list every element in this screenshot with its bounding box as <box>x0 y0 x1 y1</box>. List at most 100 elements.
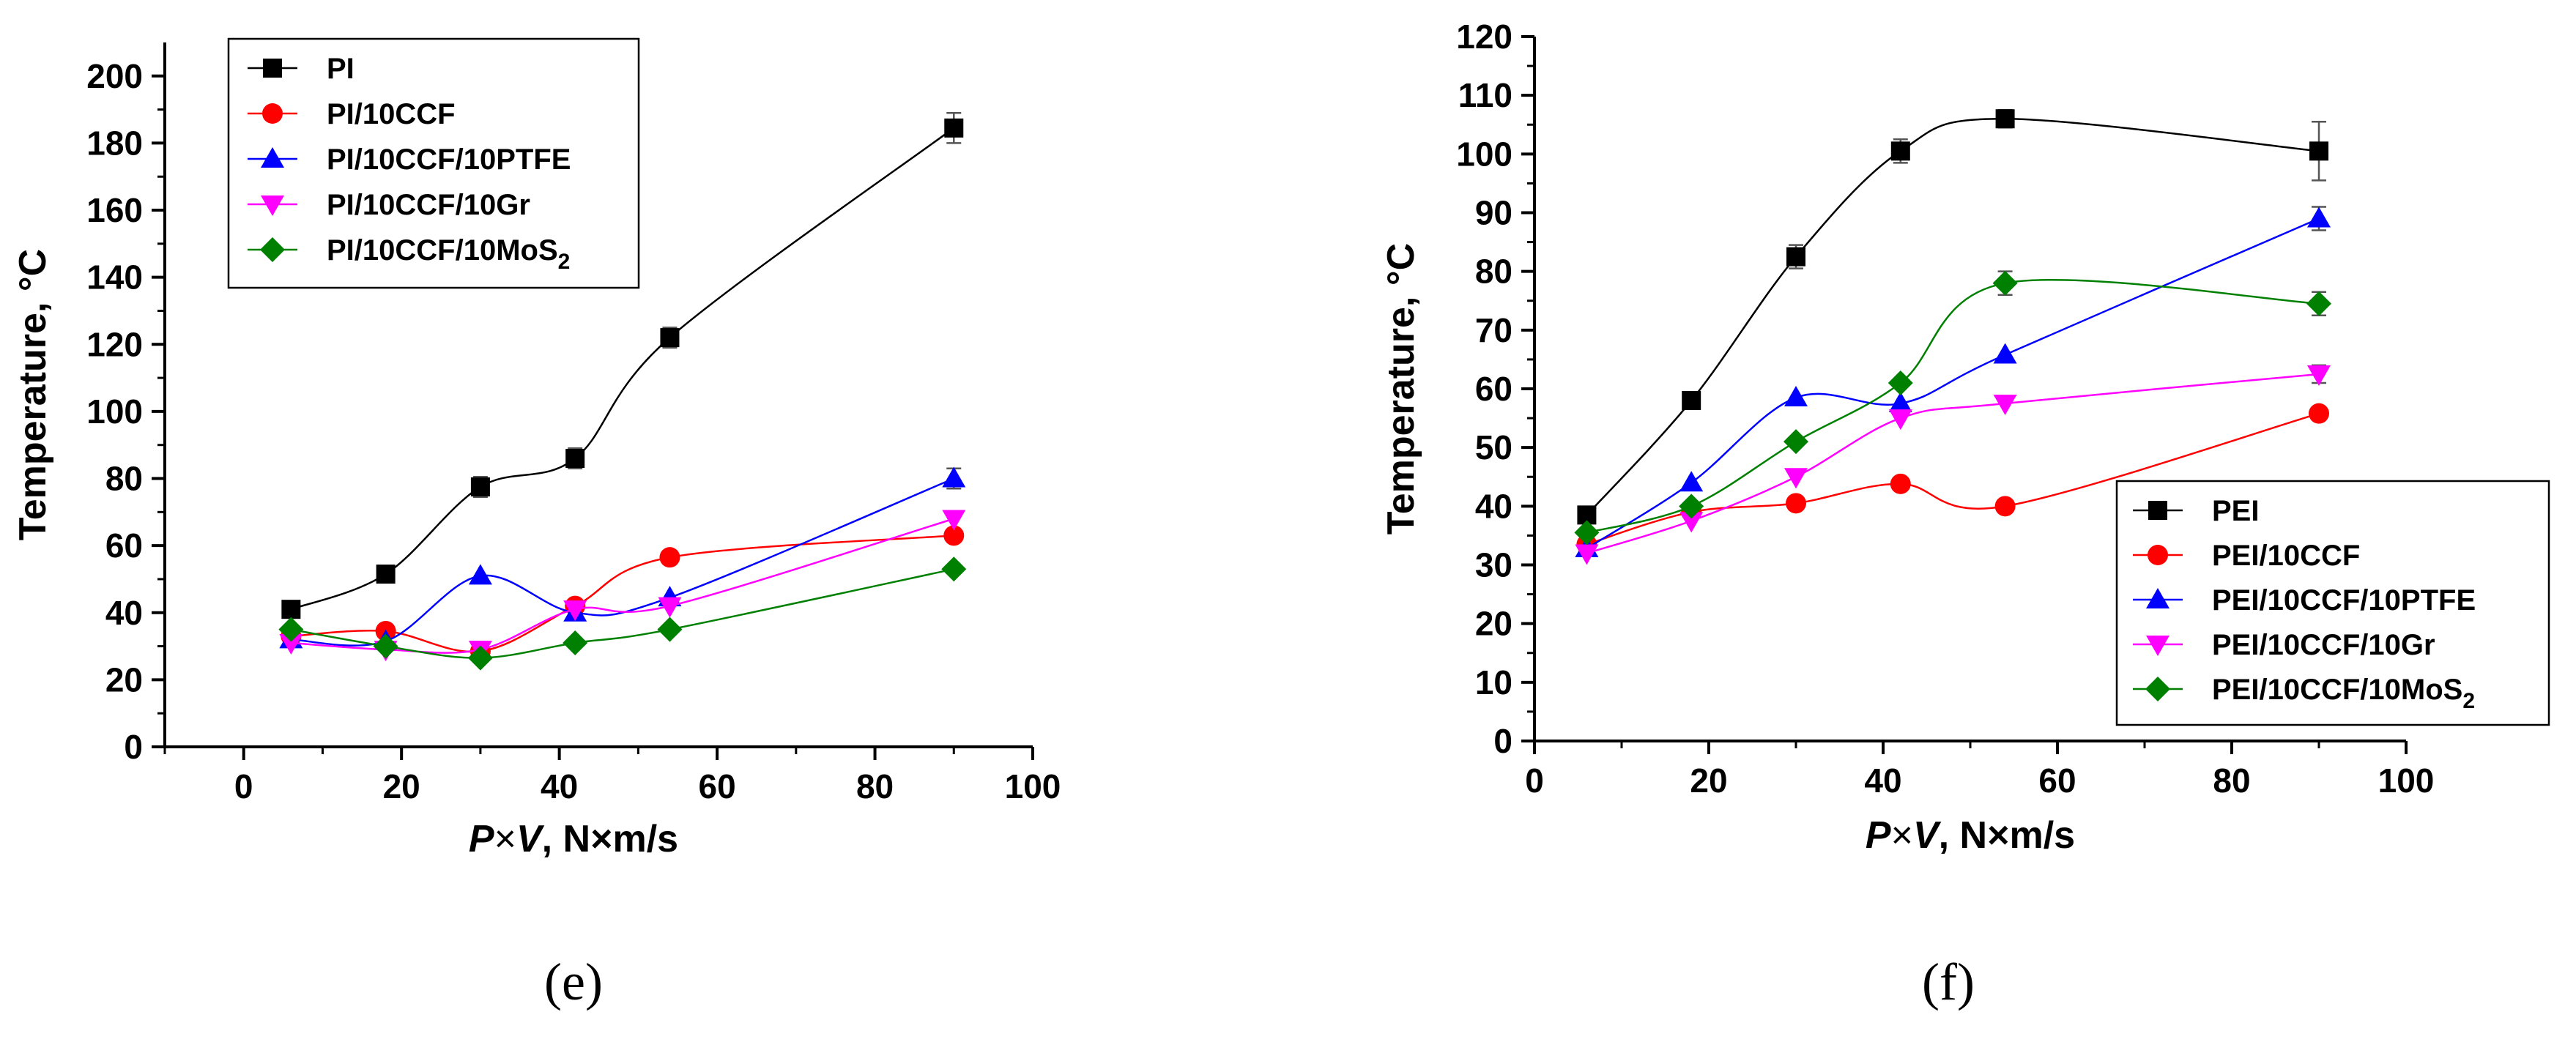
legend-marker <box>2145 677 2170 701</box>
legend-label: PEI <box>2212 495 2259 527</box>
y-tick-label: 180 <box>86 124 143 162</box>
data-point <box>1679 494 1704 519</box>
x-axis-title: P×V, N×m/s <box>469 818 678 860</box>
y-axis-title: Temperature, °C <box>12 249 54 540</box>
data-point <box>2307 206 2331 228</box>
y-tick-label: 30 <box>1475 546 1512 584</box>
legend-marker <box>261 147 284 168</box>
legend-marker <box>260 237 285 262</box>
data-point <box>1888 370 1913 395</box>
x-tick-label: 80 <box>2213 761 2250 800</box>
y-tick-label: 80 <box>1475 253 1512 291</box>
legend-label-text: PI <box>327 53 355 85</box>
y-tick-label: 80 <box>105 460 143 498</box>
data-point <box>563 630 588 655</box>
x-tick-label: 20 <box>1690 761 1727 800</box>
y-tick-label: 60 <box>1475 370 1512 408</box>
data-point <box>1574 520 1600 545</box>
chart-panel-f: 0 10 20 30 40 50 60 70 80 90 100 110 120 0 20 40 60 80 100… <box>1380 18 2550 1011</box>
x-axis-title-units: , N×m/s <box>542 818 678 860</box>
legend-item: PI/10CCF <box>248 98 456 130</box>
legend-marker <box>2148 545 2168 565</box>
x-axis-title-var2: V <box>1913 814 1942 857</box>
data-point <box>279 633 303 655</box>
legend-marker <box>263 59 282 78</box>
legend-item: PEI/10CCF <box>2133 540 2360 572</box>
legend-label-subscript: 2 <box>558 250 571 274</box>
data-point <box>2306 291 2331 316</box>
y-tick-label: 110 <box>1458 76 1512 114</box>
y-tick-label: 60 <box>105 526 143 565</box>
data-point <box>1679 512 1704 533</box>
legend-item: PEI <box>2133 495 2259 527</box>
data-point <box>659 547 680 568</box>
series-line <box>1586 117 2320 516</box>
x-tick-label: 0 <box>234 767 253 805</box>
legend-label-text: PEI/10CCF/10PTFE <box>2212 584 2476 617</box>
legend-marker <box>2146 636 2169 656</box>
legend-marker <box>2148 501 2167 520</box>
panel-label: (e) <box>544 953 603 1011</box>
x-axis-title-units: , N×m/s <box>1939 814 2075 857</box>
data-point <box>943 525 965 546</box>
y-tick-label: 40 <box>1475 487 1512 525</box>
x-tick-label: 0 <box>1525 761 1544 800</box>
legend-label: PI <box>327 53 355 85</box>
data-point <box>1993 343 2017 364</box>
series-pei-10ccf-10mos <box>1574 270 2331 545</box>
legend-label-text: PEI/10CCF/10Gr <box>2212 629 2435 661</box>
y-tick-label: 10 <box>1475 663 1512 701</box>
legend-box <box>2115 480 2550 726</box>
legend: PI PI/10CCF PI/10CCF/10PTFE PI/10CCF/10Gr PI… <box>227 37 640 289</box>
legend-label-text: PEI/10CCF/10MoS <box>2212 674 2462 706</box>
legend-label: PI/10CCF/10PTFE <box>327 144 571 176</box>
legend: PEI PEI/10CCF PEI/10CCF/10PTFE PEI/10CCF/10… <box>2115 480 2550 726</box>
data-point <box>467 645 493 671</box>
legend-label: PI/10CCF/10Gr <box>327 189 530 221</box>
legend-item: PI/10CCF/10Gr <box>248 189 530 221</box>
data-point <box>1995 109 2015 129</box>
legend-label: PI/10CCF <box>327 98 456 130</box>
y-tick-label: 120 <box>1456 18 1512 56</box>
data-point <box>1786 493 1806 514</box>
data-point <box>1786 247 1805 267</box>
data-point <box>1994 496 2016 517</box>
data-point <box>944 118 964 138</box>
x-tick-label: 80 <box>856 767 894 805</box>
data-point <box>373 633 398 659</box>
data-point <box>563 600 587 622</box>
y-tick-label: 200 <box>86 57 143 95</box>
legend-label: PEI/10CCF/10MoS2 <box>2212 674 2475 713</box>
data-point <box>2309 403 2329 424</box>
x-tick-label: 100 <box>1005 767 1061 805</box>
y-tick-label: 0 <box>124 728 143 766</box>
legend-label-text: PI/10CCF/10PTFE <box>327 144 571 176</box>
y-tick-label: 160 <box>86 191 143 229</box>
data-point <box>1679 471 1704 492</box>
series-pi-10ccf-10mos <box>278 556 967 671</box>
x-axis-title-times: × <box>494 818 516 860</box>
legend-item: PI <box>248 53 355 85</box>
data-point <box>1784 386 1808 407</box>
x-tick-label: 100 <box>2378 761 2435 800</box>
y-tick-label: 100 <box>86 392 143 431</box>
data-point <box>657 617 683 642</box>
data-point <box>1992 270 2018 296</box>
y-tick-label: 40 <box>105 594 143 632</box>
legend-item: PEI/10CCF/10MoS2 <box>2133 674 2475 713</box>
data-point <box>1784 468 1808 489</box>
legend-item: PEI/10CCF/10Gr <box>2133 629 2435 661</box>
data-point <box>468 564 492 585</box>
x-tick-label: 60 <box>2038 761 2076 800</box>
data-point <box>1575 544 1599 565</box>
data-point <box>565 449 585 469</box>
data-point <box>658 597 682 618</box>
data-point <box>1890 141 1910 161</box>
chart-panel-e: 0 20 40 60 80 100 120 140 160 180 200 0 20 40 60 80 100 T… <box>12 37 1061 1011</box>
data-point <box>942 510 966 531</box>
data-point <box>376 565 396 584</box>
legend-item: PEI/10CCF/10PTFE <box>2133 584 2476 617</box>
y-axis-title: Temperature, °C <box>1380 243 1422 535</box>
y-tick-label: 20 <box>1475 605 1512 643</box>
data-point <box>1888 409 1912 431</box>
